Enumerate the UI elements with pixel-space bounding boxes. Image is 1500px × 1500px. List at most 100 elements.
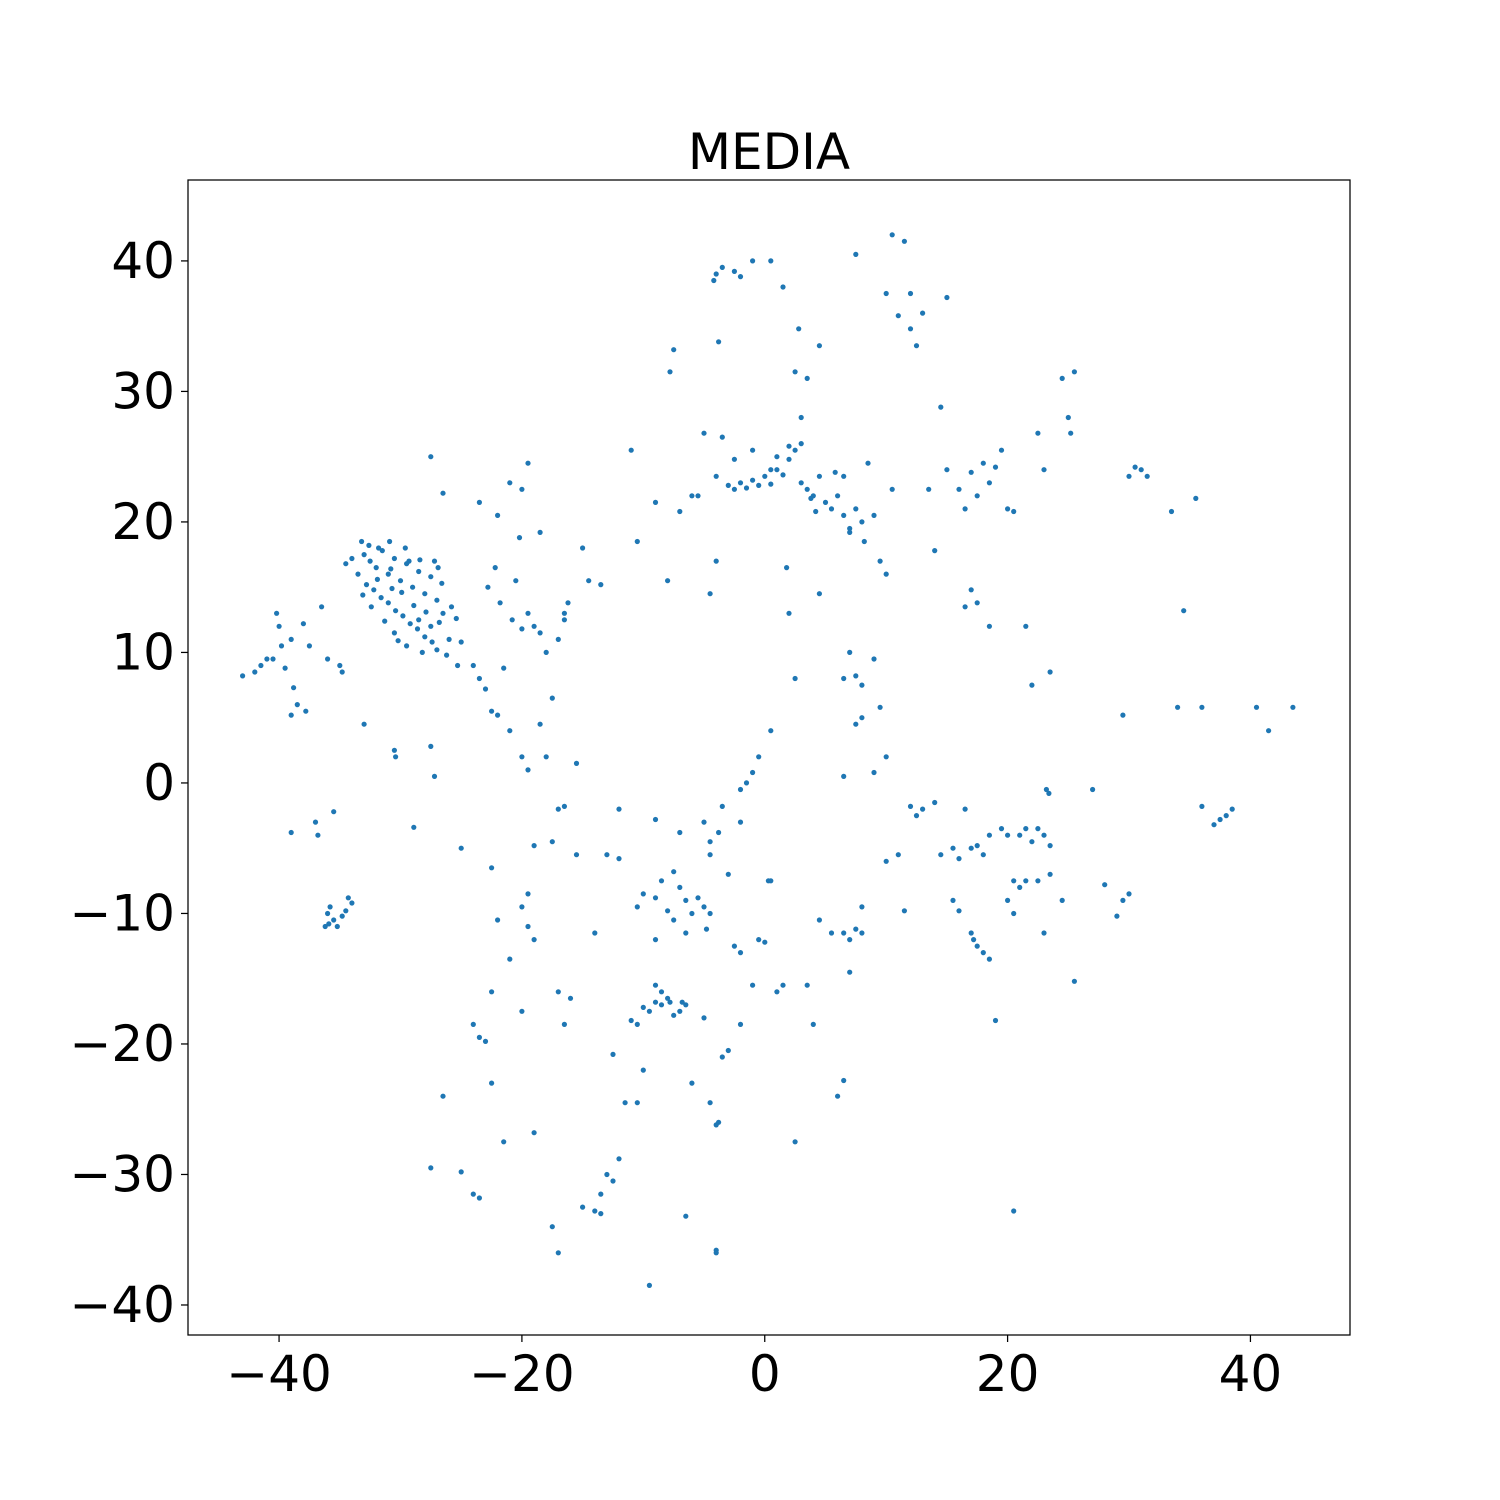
data-point [743, 780, 750, 786]
data-point [640, 891, 646, 897]
data-point [716, 829, 722, 836]
data-point [531, 843, 537, 849]
data-point [980, 460, 986, 466]
data-point [731, 268, 738, 274]
data-point [640, 1004, 646, 1011]
data-point [391, 630, 397, 636]
data-point [646, 1008, 653, 1014]
data-point [258, 662, 264, 669]
y-tick-label: 10 [111, 623, 175, 681]
data-point [889, 486, 895, 492]
data-point [992, 1017, 999, 1024]
data-point [319, 604, 325, 610]
data-point [610, 1051, 616, 1057]
data-point [689, 493, 695, 499]
data-point [359, 538, 365, 545]
data-point [986, 480, 993, 486]
data-point [1126, 891, 1132, 897]
data-point [455, 662, 461, 669]
data-point [665, 995, 671, 1001]
data-point [756, 754, 762, 760]
data-point [306, 643, 312, 649]
data-point [440, 490, 446, 496]
data-point [652, 999, 659, 1005]
data-point [373, 565, 379, 571]
data-point [1223, 813, 1229, 819]
data-point [853, 721, 859, 727]
data-point [683, 897, 689, 904]
data-point [592, 930, 598, 936]
data-point [604, 1171, 610, 1178]
data-point [543, 649, 549, 656]
data-point [816, 917, 823, 923]
data-point [974, 843, 980, 849]
data-point [968, 845, 974, 851]
data-point [786, 443, 792, 449]
data-point [549, 839, 555, 845]
data-point [1217, 816, 1223, 823]
data-point [385, 600, 391, 606]
data-point [798, 414, 804, 421]
data-point [750, 477, 756, 483]
data-point [671, 1012, 677, 1018]
data-point [743, 485, 750, 491]
data-point [393, 608, 399, 614]
data-point [968, 469, 974, 475]
data-point [509, 617, 515, 623]
data-point [679, 999, 685, 1005]
data-point [859, 715, 865, 721]
x-tick-label: 40 [1219, 1345, 1283, 1403]
data-point [610, 1178, 616, 1184]
data-point [1041, 930, 1047, 936]
data-point [719, 434, 725, 440]
data-point [278, 643, 285, 649]
data-point [786, 610, 792, 616]
data-point [634, 538, 640, 545]
data-point [768, 878, 774, 884]
data-point [1068, 430, 1074, 436]
data-point [586, 578, 592, 584]
data-point [841, 675, 847, 682]
data-point [598, 1211, 604, 1217]
data-point [573, 760, 580, 767]
data-point [1175, 704, 1181, 710]
data-point [1253, 704, 1260, 710]
data-point [598, 582, 604, 588]
data-point [616, 1156, 622, 1162]
data-point [416, 617, 422, 623]
data-point [1059, 375, 1065, 381]
data-point [841, 1077, 847, 1084]
data-point [525, 460, 531, 466]
data-point [1090, 786, 1096, 793]
data-point [701, 1015, 707, 1021]
data-point [950, 845, 956, 851]
data-point [1132, 464, 1138, 470]
data-point [555, 989, 561, 995]
data-point [804, 486, 810, 492]
data-point [859, 930, 865, 936]
x-tick-label: −20 [469, 1345, 575, 1403]
data-point [270, 656, 276, 662]
data-point [337, 662, 343, 669]
data-point [470, 1021, 476, 1027]
data-point [671, 917, 677, 923]
data-point [716, 339, 722, 345]
data-point [756, 482, 762, 488]
data-point [374, 576, 380, 583]
data-point [411, 824, 417, 830]
data-point [434, 647, 440, 653]
data-point [507, 956, 513, 962]
y-tick-label: 30 [111, 362, 175, 420]
data-point [719, 803, 725, 810]
data-point [707, 1100, 713, 1106]
data-point [853, 506, 859, 512]
data-point [883, 754, 889, 760]
data-point [859, 682, 865, 688]
data-point [1041, 467, 1047, 473]
data-point [388, 566, 394, 572]
data-point [847, 937, 853, 943]
data-point [665, 578, 671, 584]
data-point [677, 829, 683, 836]
data-point [877, 704, 883, 710]
y-tick-label: −40 [69, 1276, 175, 1334]
